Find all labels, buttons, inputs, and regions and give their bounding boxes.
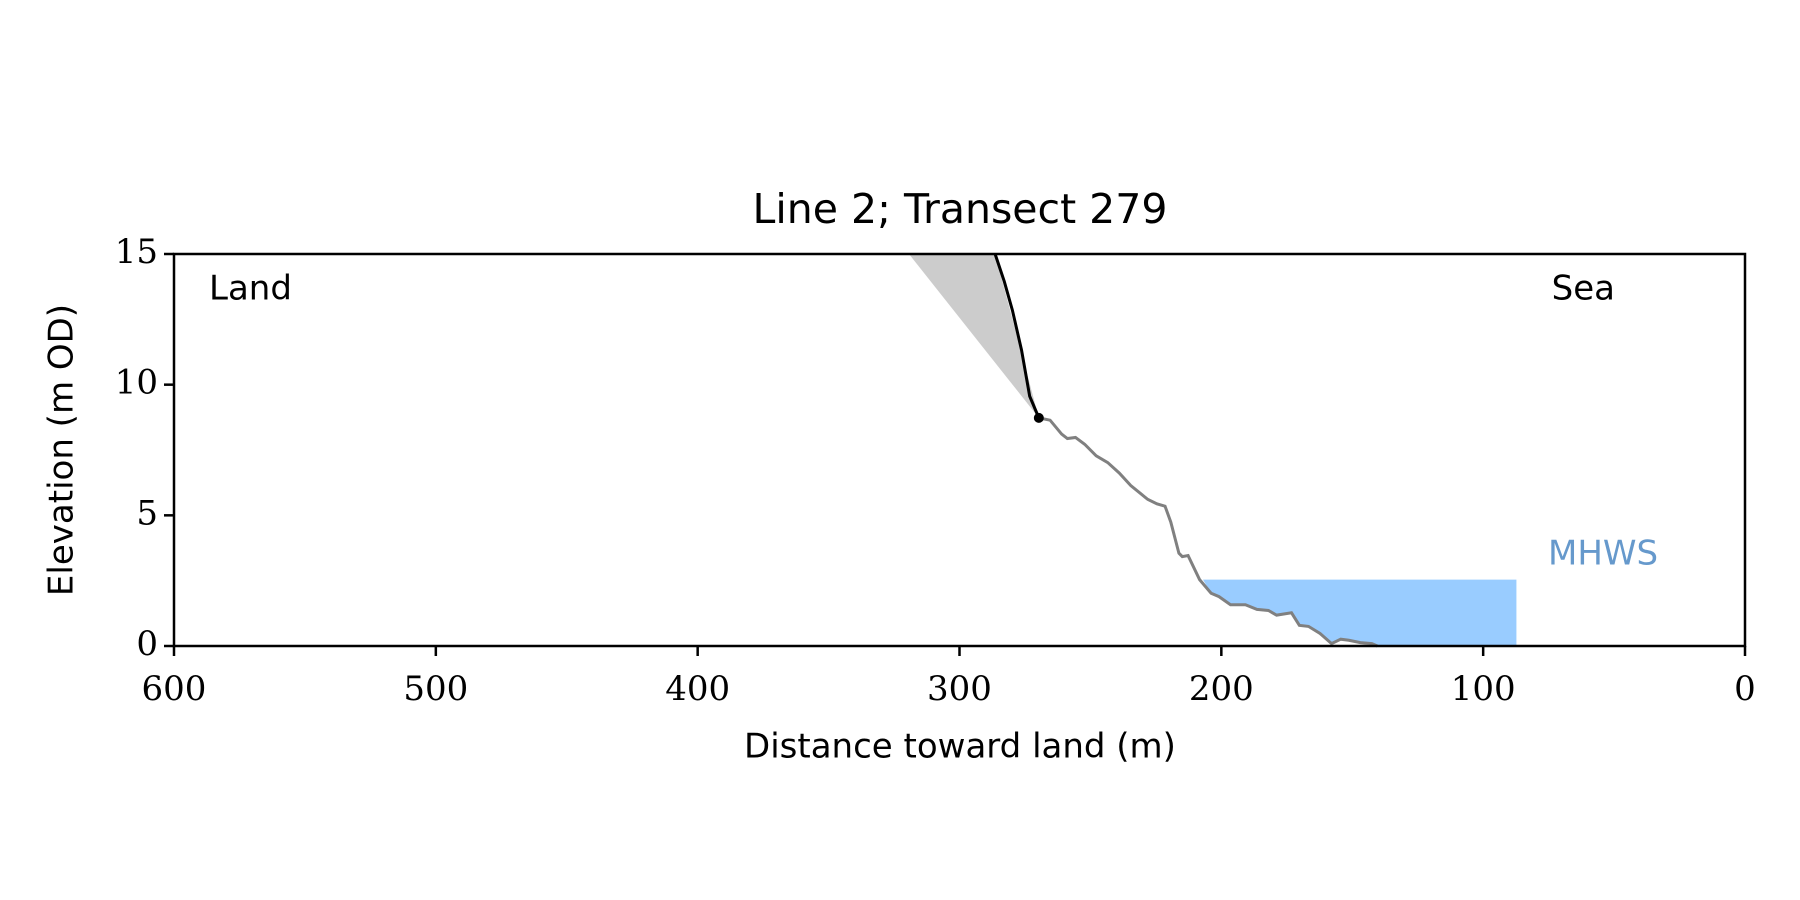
x-tick-label: 400 (665, 669, 730, 709)
x-tick-label: 200 (1189, 669, 1254, 709)
x-tick-label: 300 (927, 669, 992, 709)
profile-line (993, 253, 1041, 419)
point-marker (1033, 412, 1044, 423)
mhws-label: MHWS (1548, 534, 1658, 574)
y-axis-label: Elevation (m OD) (42, 304, 82, 596)
y-tick-label: 15 (115, 232, 158, 272)
mhws-area (1203, 579, 1517, 646)
y-tick-label: 0 (136, 624, 158, 664)
x-axis-label: Distance toward land (m) (744, 727, 1176, 767)
chart-title: Line 2; Transect 279 (753, 185, 1168, 233)
land-label: Land (209, 269, 292, 309)
x-tick-label: 500 (403, 669, 468, 709)
profile-line (1038, 416, 1378, 648)
x-tick-label: 100 (1451, 669, 1516, 709)
y-tick-label: 5 (136, 493, 158, 533)
x-tick-label: 0 (1734, 669, 1756, 709)
shade-area (908, 254, 1039, 418)
sea-label: Sea (1552, 269, 1615, 309)
y-tick-label: 10 (115, 363, 158, 403)
x-tick-label: 600 (142, 669, 207, 709)
